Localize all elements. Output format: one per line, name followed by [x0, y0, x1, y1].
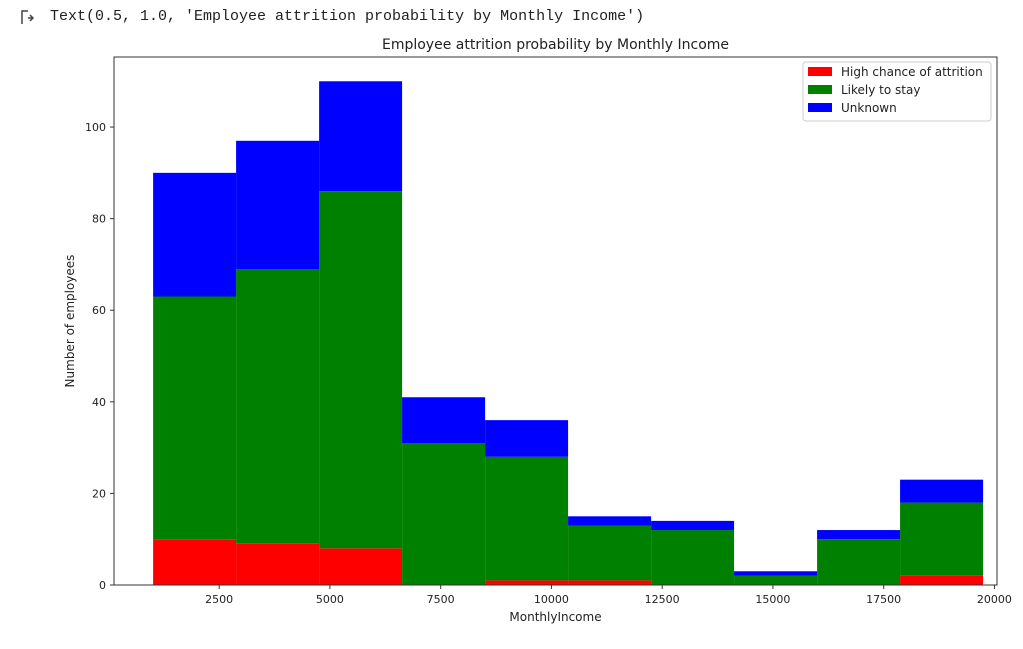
- bar-high-chance-of-attrition: [319, 548, 403, 585]
- bar-high-chance-of-attrition: [568, 580, 652, 585]
- y-tick-label: 20: [92, 487, 106, 500]
- y-axis-label: Number of employees: [63, 255, 77, 388]
- bar-unknown: [236, 140, 320, 270]
- y-tick-label: 100: [85, 121, 106, 134]
- output-text: Text(0.5, 1.0, 'Employee attrition proba…: [50, 8, 645, 25]
- x-tick-label: 2500: [205, 593, 233, 606]
- bar-unknown: [402, 397, 486, 444]
- bar-high-chance-of-attrition: [485, 580, 569, 585]
- cell-output: Text(0.5, 1.0, 'Employee attrition proba…: [20, 8, 644, 25]
- y-tick-label: 40: [92, 396, 106, 409]
- x-axis-label: MonthlyIncome: [509, 610, 601, 624]
- legend-label: Unknown: [841, 101, 897, 115]
- bar-unknown: [734, 571, 818, 576]
- bar-likely-to-stay: [236, 269, 320, 544]
- bar-high-chance-of-attrition: [900, 575, 984, 585]
- bar-unknown: [651, 520, 735, 531]
- bar-unknown: [485, 420, 569, 457]
- bar-likely-to-stay: [319, 191, 403, 549]
- bar-likely-to-stay: [651, 530, 735, 585]
- legend-swatch: [808, 103, 832, 112]
- plot-frame: [113, 56, 998, 586]
- x-tick-label: 7500: [427, 593, 455, 606]
- bar-likely-to-stay: [900, 502, 984, 576]
- x-tick-label: 20000: [977, 593, 1012, 606]
- bar-likely-to-stay: [734, 575, 818, 585]
- legend-swatch: [808, 67, 832, 76]
- bar-likely-to-stay: [402, 443, 486, 585]
- y-tick-label: 80: [92, 213, 106, 226]
- bar-unknown: [900, 479, 984, 503]
- x-tick-label: 12500: [645, 593, 680, 606]
- bar-likely-to-stay: [568, 525, 652, 581]
- bar-unknown: [568, 516, 652, 526]
- legend: [802, 61, 992, 122]
- legend-label: High chance of attrition: [841, 65, 983, 79]
- bar-high-chance-of-attrition: [236, 543, 320, 585]
- bar-likely-to-stay: [817, 539, 901, 585]
- bar-likely-to-stay: [153, 296, 237, 540]
- bar-high-chance-of-attrition: [153, 539, 237, 585]
- bar-unknown: [319, 81, 403, 192]
- x-tick-label: 15000: [755, 593, 790, 606]
- y-tick-label: 0: [99, 579, 106, 592]
- x-tick-label: 17500: [866, 593, 901, 606]
- legend-label: Likely to stay: [841, 83, 920, 97]
- output-arrow-icon: [21, 9, 34, 24]
- x-tick-label: 5000: [316, 593, 344, 606]
- x-tick-label: 10000: [534, 593, 569, 606]
- bar-likely-to-stay: [485, 456, 569, 581]
- bar-unknown: [153, 172, 237, 297]
- y-tick-label: 60: [92, 304, 106, 317]
- chart-title: Employee attrition probability by Monthl…: [382, 37, 729, 53]
- bar-unknown: [817, 530, 901, 540]
- legend-swatch: [808, 85, 832, 94]
